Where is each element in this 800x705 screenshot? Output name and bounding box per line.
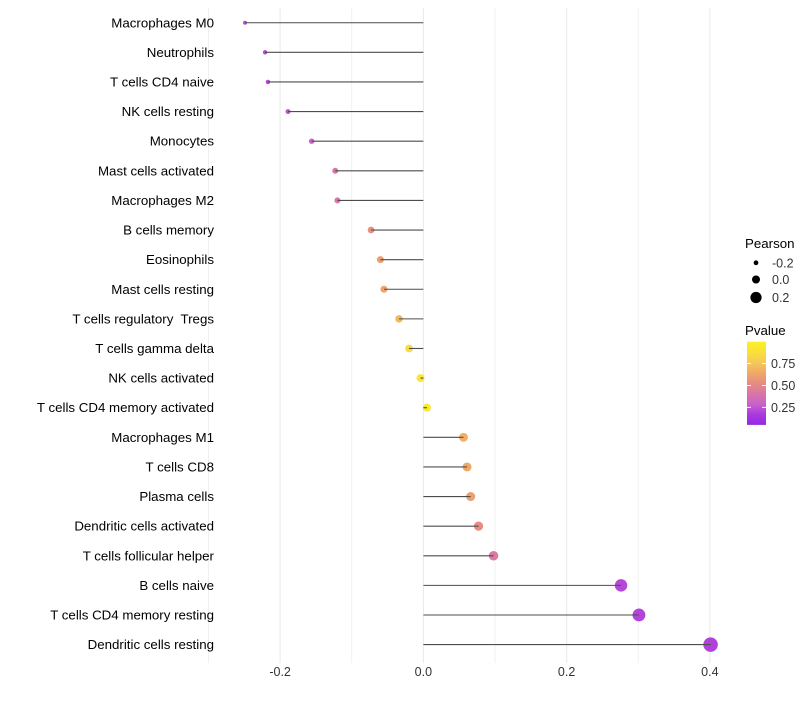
svg-text:B cells naive: B cells naive [139,578,214,593]
svg-text:0.50: 0.50 [771,379,795,393]
svg-text:Plasma cells: Plasma cells [139,489,214,504]
svg-text:0.2: 0.2 [558,665,575,679]
svg-text:-0.2: -0.2 [269,665,291,679]
svg-text:Pvalue: Pvalue [745,323,786,338]
svg-text:Eosinophils: Eosinophils [146,252,214,267]
svg-text:Monocytes: Monocytes [150,134,215,149]
svg-text:T cells CD4 memory activated: T cells CD4 memory activated [37,400,214,415]
svg-text:0.0: 0.0 [772,273,789,287]
svg-text:0.4: 0.4 [701,665,718,679]
svg-text:Dendritic cells resting: Dendritic cells resting [88,637,214,652]
svg-text:Macrophages M1: Macrophages M1 [111,430,214,445]
svg-text:B cells memory: B cells memory [123,223,214,238]
svg-text:Mast cells activated: Mast cells activated [98,163,214,178]
svg-text:0.25: 0.25 [771,401,795,415]
svg-text:T cells CD4 memory resting: T cells CD4 memory resting [50,607,214,622]
svg-text:Dendritic cells activated: Dendritic cells activated [74,519,214,534]
svg-text:NK cells activated: NK cells activated [108,371,214,386]
svg-text:T cells regulatory Tregs: T cells regulatory Tregs [72,311,214,326]
svg-text:T cells CD4 naive: T cells CD4 naive [110,74,214,89]
svg-text:NK cells resting: NK cells resting [122,104,214,119]
svg-text:Macrophages M0: Macrophages M0 [111,15,214,30]
svg-text:Neutrophils: Neutrophils [147,45,215,60]
svg-text:-0.2: -0.2 [772,256,794,270]
svg-text:0.0: 0.0 [415,665,432,679]
svg-text:0.2: 0.2 [772,291,789,305]
svg-text:0.75: 0.75 [771,357,795,371]
svg-text:Macrophages M2: Macrophages M2 [111,193,214,208]
svg-text:T cells gamma delta: T cells gamma delta [95,341,214,356]
svg-text:T cells CD8: T cells CD8 [146,459,214,474]
svg-text:Mast cells resting: Mast cells resting [111,282,214,297]
svg-text:T cells follicular helper: T cells follicular helper [83,548,215,563]
svg-text:Pearson: Pearson [745,236,795,251]
